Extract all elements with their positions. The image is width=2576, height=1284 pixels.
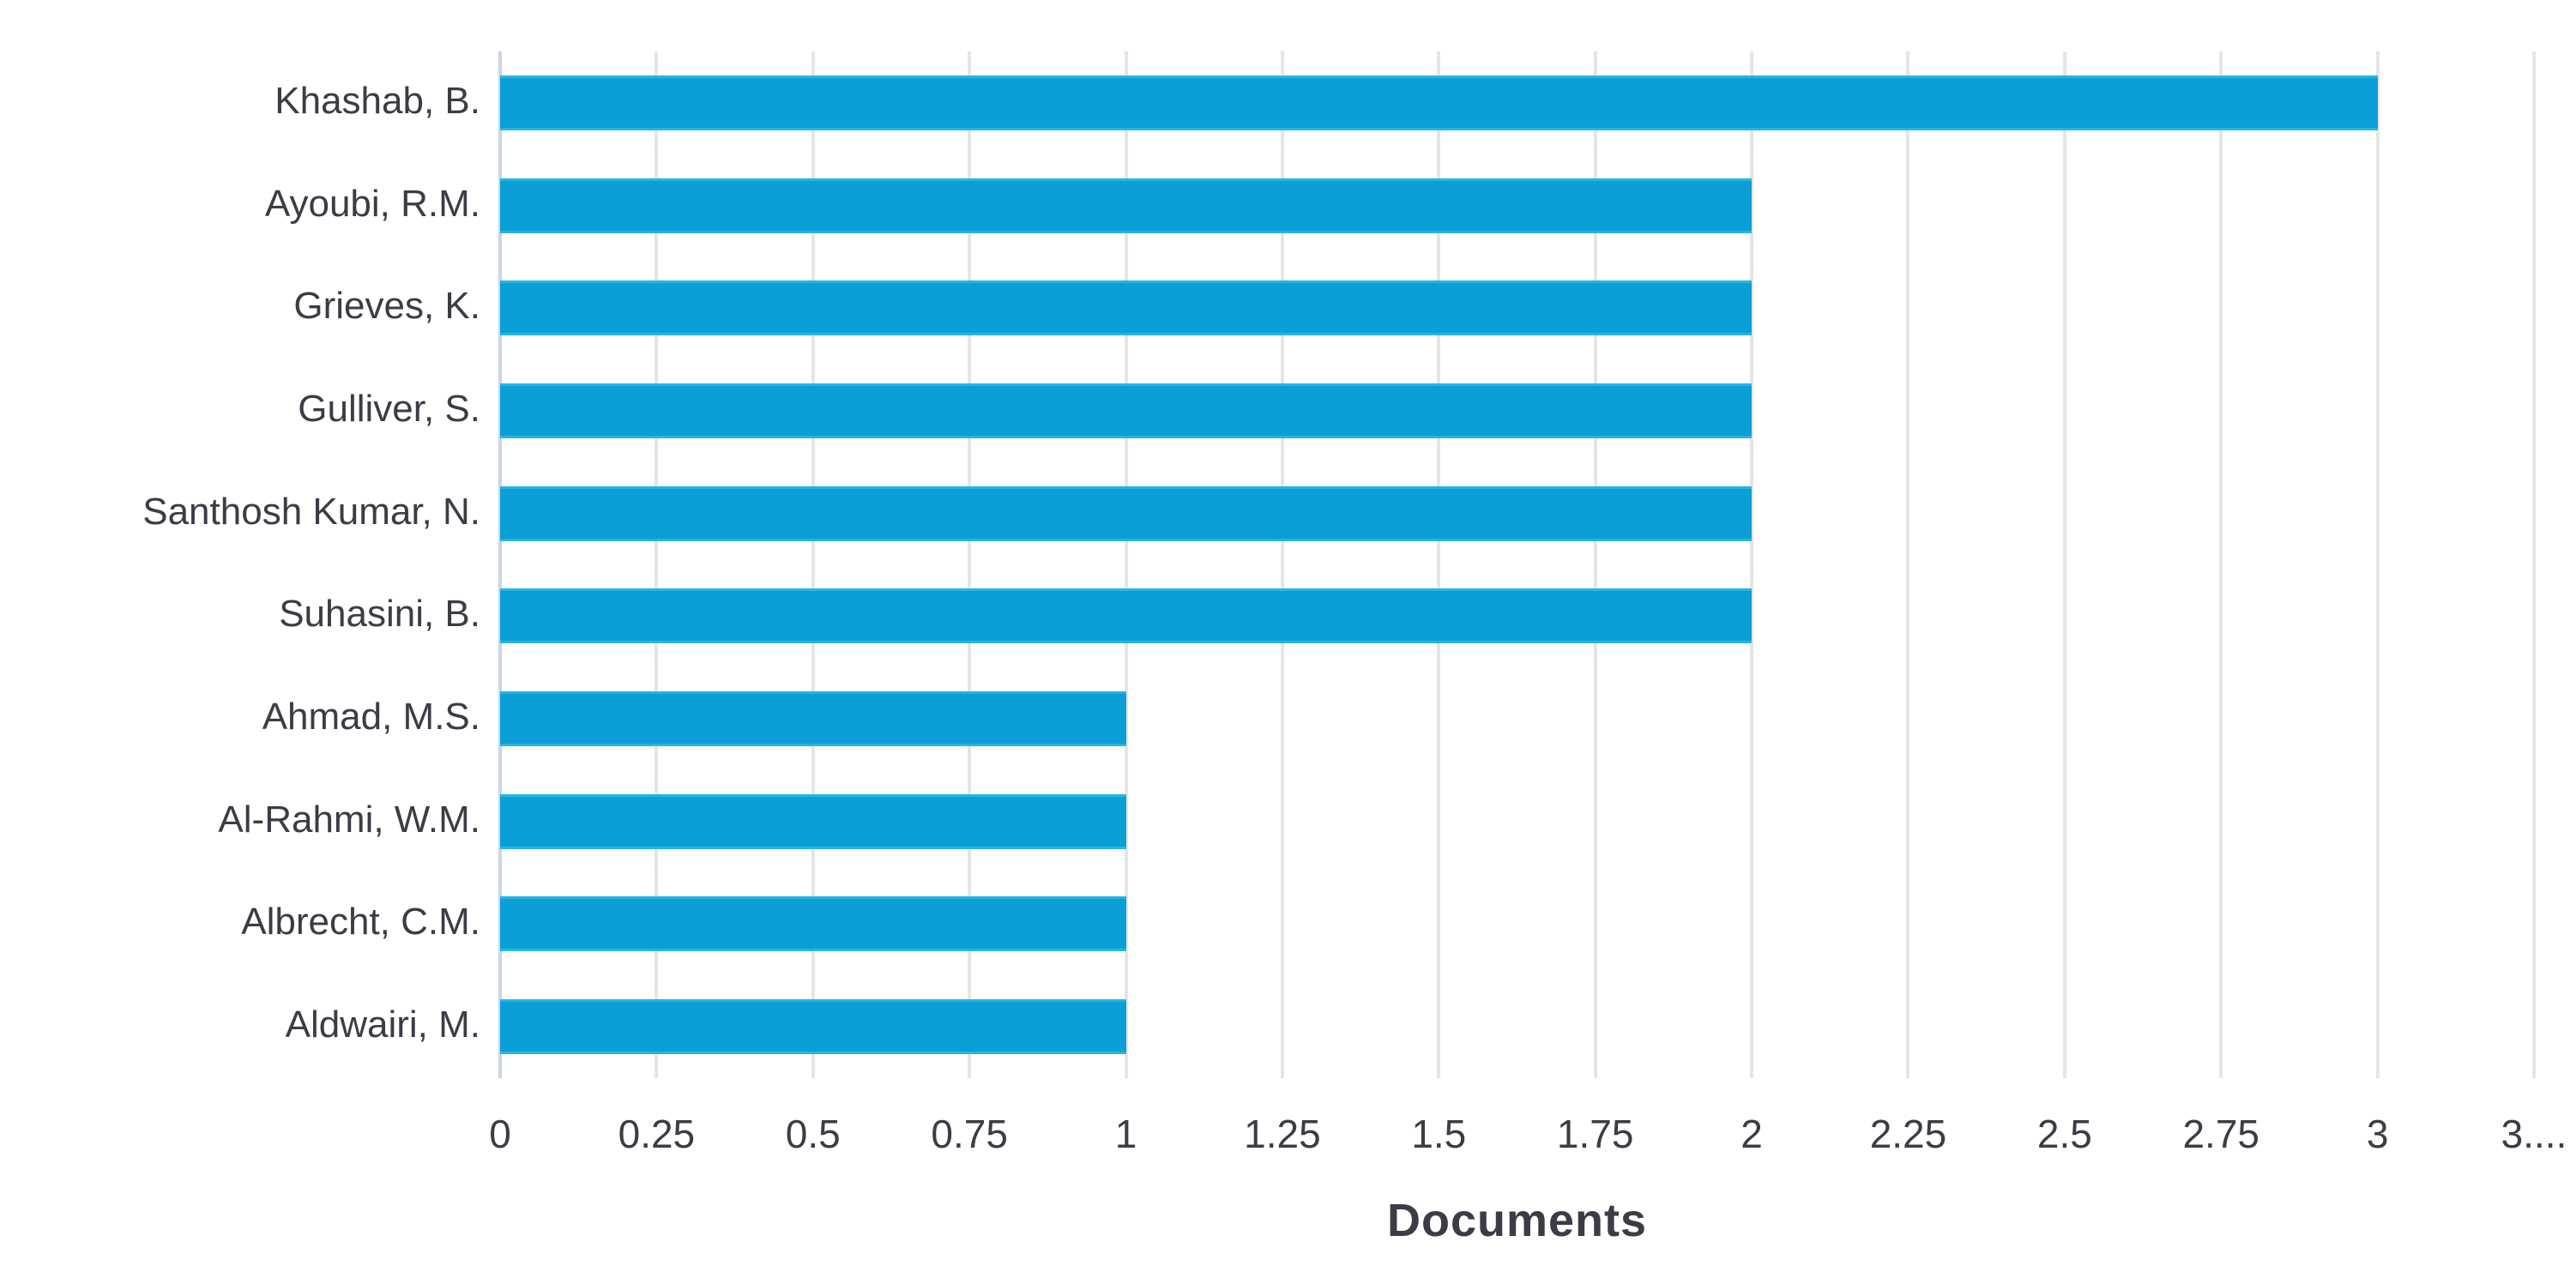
author-label: Suhasini, B. <box>279 593 480 636</box>
gridline <box>1124 51 1128 1078</box>
bar[interactable] <box>500 280 1753 336</box>
gridline <box>2219 51 2223 1078</box>
bar-row <box>500 178 2534 233</box>
author-label: Al-Rahmi, W.M. <box>218 798 480 841</box>
gridline <box>1906 51 1910 1078</box>
plot-area <box>498 51 2536 1078</box>
x-axis-label: Documents <box>1386 1195 1648 1246</box>
x-tick-label: 2.5 <box>2036 1112 2092 1156</box>
author-label: Aldwairi, M. <box>285 1004 480 1046</box>
x-tick-label: 0.5 <box>785 1112 841 1156</box>
bar[interactable] <box>500 178 1753 233</box>
x-tick-label: 1.75 <box>1556 1112 1634 1156</box>
gridline <box>968 51 972 1078</box>
y-axis-line <box>498 51 502 1078</box>
author-label: Albrecht, C.M. <box>241 901 480 943</box>
author-label: Khashab, B. <box>274 79 480 122</box>
x-axis-tick-labels: 0 0.25 0.5 0.75 1 1.25 1.5 1.75 2 2.25 2.5 2.75 3 3..… <box>489 1108 2567 1160</box>
gridline <box>1750 51 1754 1078</box>
gridline <box>655 51 659 1078</box>
bar-row <box>500 896 2534 952</box>
x-tick-label: 3 <box>2366 1112 2389 1156</box>
author-label: Ahmad, M.S. <box>262 696 480 738</box>
x-tick-label: 0.25 <box>618 1112 696 1156</box>
x-tick-label: 0 <box>489 1112 511 1156</box>
x-tick-label: 1.5 <box>1411 1112 1467 1156</box>
author-label: Ayoubi, R.M. <box>264 182 480 225</box>
x-tick-label: 1.25 <box>1244 1112 1321 1156</box>
bar[interactable] <box>500 896 1126 952</box>
bar-row <box>500 383 2534 438</box>
gridline <box>2062 51 2066 1078</box>
bar-row <box>500 691 2534 747</box>
author-label: Gulliver, S. <box>298 387 480 430</box>
x-tick-label: 0.75 <box>931 1112 1008 1156</box>
bars-layer <box>500 51 2534 1078</box>
x-tick-label: 2.75 <box>2182 1112 2259 1156</box>
bar[interactable] <box>500 485 1753 541</box>
x-tick-label: 2 <box>1740 1112 1763 1156</box>
x-tick-label: 3.... <box>2501 1112 2567 1156</box>
gridline <box>1437 51 1441 1078</box>
bar[interactable] <box>500 691 1126 747</box>
x-tick-label: 2.25 <box>1869 1112 1947 1156</box>
bar[interactable] <box>500 793 1126 849</box>
bar[interactable] <box>500 588 1753 644</box>
gridline <box>811 51 815 1078</box>
bar[interactable] <box>500 75 2378 130</box>
bar-row <box>500 280 2534 336</box>
bar[interactable] <box>500 383 1753 438</box>
bar[interactable] <box>500 999 1126 1055</box>
gridline <box>2375 51 2380 1078</box>
author-label: Santhosh Kumar, N. <box>142 490 480 533</box>
gridline <box>1280 51 1284 1078</box>
bar-row <box>500 485 2534 541</box>
bar-row <box>500 588 2534 644</box>
gridline <box>1593 51 1597 1078</box>
bar-row <box>500 75 2534 130</box>
gridline <box>2532 51 2536 1078</box>
bar-row <box>500 999 2534 1055</box>
x-tick-label: 1 <box>1114 1112 1137 1156</box>
author-label: Grieves, K. <box>293 285 480 328</box>
bar-row <box>500 793 2534 849</box>
